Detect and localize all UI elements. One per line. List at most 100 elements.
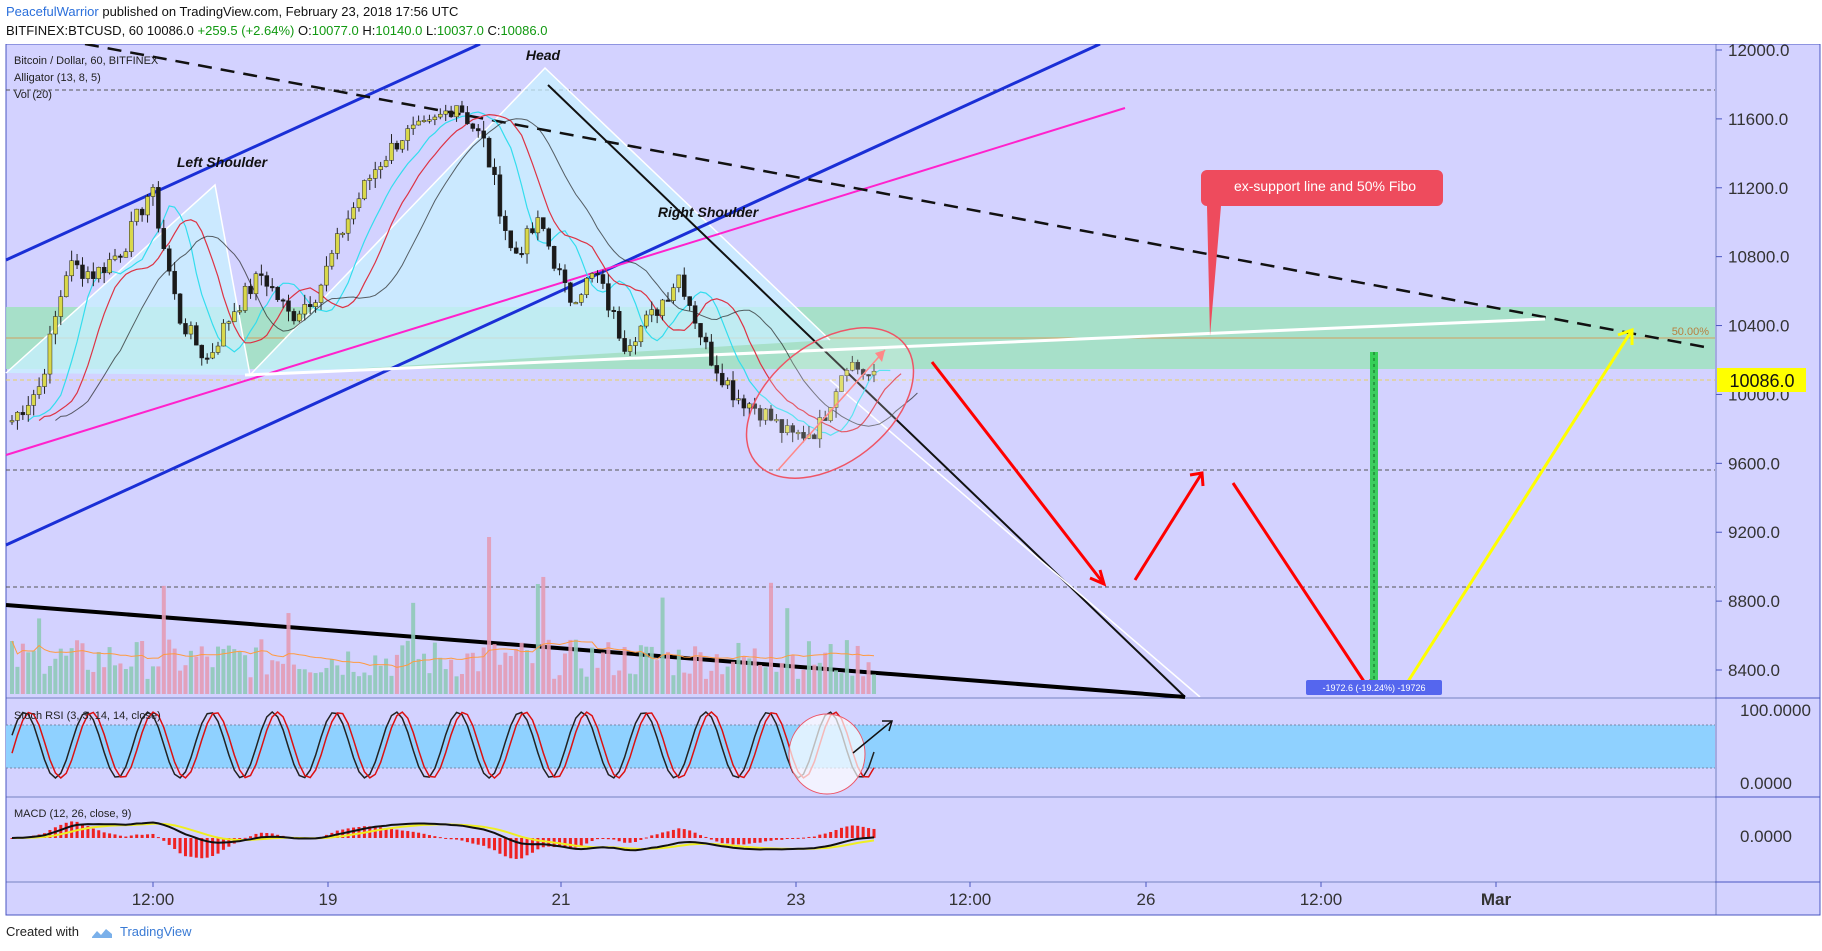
macd-hist-bar	[124, 836, 128, 838]
macd-hist-bar	[270, 833, 274, 838]
volume-bar	[703, 678, 708, 694]
price-tick-label: 11600.0	[1728, 110, 1788, 129]
projection-arrowhead	[1089, 569, 1107, 587]
volume-bar	[243, 655, 248, 694]
candle-body	[242, 286, 248, 311]
volume-bar	[221, 648, 226, 694]
volume-bar	[823, 652, 828, 694]
volume-bar	[422, 653, 427, 694]
volume-bar	[481, 647, 486, 694]
neckline	[244, 317, 1546, 377]
volume-bar	[113, 665, 118, 694]
macd-hist-bar	[400, 830, 404, 838]
candle-body	[508, 230, 514, 249]
candle-body	[644, 314, 649, 327]
candle-body	[475, 128, 481, 132]
time-tick-label: 19	[319, 890, 338, 909]
candle-body	[687, 296, 692, 306]
volume-bar	[785, 608, 790, 694]
tradingview-link[interactable]: TradingView	[120, 924, 192, 939]
candle-body	[253, 273, 259, 295]
volume-bar	[476, 671, 481, 694]
candle-body	[774, 419, 779, 422]
candle-body	[627, 345, 633, 352]
macd-hist-bar	[839, 827, 843, 838]
legend-stoch[interactable]: Stoch RSI (3, 3, 14, 14, close)	[14, 710, 161, 722]
candle-body	[839, 375, 844, 392]
candle-body	[248, 286, 253, 295]
open-label: O:	[297, 23, 312, 38]
candle-body	[107, 259, 112, 274]
volume-bar	[806, 641, 811, 694]
legend-title[interactable]: Bitcoin / Dollar, 60, BITFINEX	[14, 55, 159, 67]
low-label: L:	[425, 23, 437, 38]
volume-bar	[150, 666, 155, 694]
volume-bar	[253, 647, 258, 694]
volume-bar	[210, 667, 215, 694]
volume-bar	[378, 665, 383, 694]
chart-canvas[interactable]: -1972.6 (-19.24%) -19726 ex-support line…	[0, 44, 1822, 924]
volume-bar	[665, 651, 670, 694]
volume-bar	[394, 654, 399, 694]
volume-bar	[308, 672, 313, 694]
volume-bar	[432, 642, 437, 694]
symbol-label: BITFINEX:BTCUSD, 60	[6, 23, 144, 38]
volume-bar	[438, 657, 443, 694]
legend-volume[interactable]: Vol (20)	[14, 89, 52, 101]
candle-body	[578, 294, 584, 303]
chart-header: PeacefulWarrior published on TradingView…	[0, 0, 1822, 44]
candle-body	[345, 218, 351, 234]
candle-body	[383, 160, 389, 167]
macd-hist-bar	[265, 832, 269, 838]
legend-alligator[interactable]: Alligator (13, 8, 5)	[14, 72, 101, 84]
macd-hist-bar	[661, 832, 665, 838]
volume-bar	[617, 670, 622, 694]
volume-bar	[26, 652, 31, 694]
candle-body	[161, 228, 167, 249]
candle-body	[519, 253, 524, 256]
macd-hist-bar	[91, 828, 95, 838]
volume-bar	[779, 663, 784, 694]
macd-hist-bar	[379, 827, 383, 838]
candle-body	[438, 113, 443, 118]
volume-bar	[465, 653, 470, 694]
candle-body	[698, 323, 703, 338]
candle-body	[96, 266, 101, 279]
tradingview-logo-icon	[91, 928, 112, 938]
candle-body	[335, 233, 340, 254]
candle-body	[53, 316, 58, 335]
callout-bubble[interactable]	[1201, 170, 1443, 336]
candle-body	[481, 130, 486, 139]
volume-bar	[64, 655, 69, 694]
macd-hist-bar	[384, 828, 388, 838]
macd-hist-bar	[514, 838, 518, 859]
macd-hist-bar	[487, 838, 491, 849]
macd-hist-bar	[785, 838, 789, 839]
macd-hist-bar	[216, 838, 220, 854]
macd-hist-bar	[97, 830, 101, 838]
volume-bar	[660, 597, 665, 694]
volume-bar	[850, 675, 855, 694]
volume-bar	[557, 675, 562, 694]
price-axis[interactable]: 12000.011600.011200.010800.010400.010000…	[1716, 44, 1789, 680]
candle-body	[226, 321, 232, 324]
volume-bar	[416, 658, 421, 694]
volume-bar	[638, 645, 643, 694]
price-tick-label: 8400.0	[1728, 661, 1780, 680]
right-shoulder-label: Right Shoulder	[658, 204, 760, 220]
author-link[interactable]: PeacefulWarrior	[6, 4, 99, 19]
candle-body	[264, 275, 270, 287]
legend-macd[interactable]: MACD (12, 26, close, 9)	[14, 808, 131, 820]
publish-line: PeacefulWarrior published on TradingView…	[6, 4, 458, 19]
time-axis[interactable]: 12:00 19 21 23 12:00 26 12:00 Mar	[132, 882, 1512, 909]
candle-body	[541, 217, 546, 229]
time-tick-label: 26	[1137, 890, 1156, 909]
volume-bar	[535, 584, 540, 694]
volume-bar	[622, 647, 627, 694]
volume-bar	[562, 653, 567, 694]
macd-hist-bar	[818, 834, 822, 838]
macd-hist-bar	[590, 838, 594, 842]
price-axis-background	[1717, 44, 1820, 915]
macd-hist-bar	[791, 838, 795, 839]
volume-bar	[232, 649, 237, 694]
